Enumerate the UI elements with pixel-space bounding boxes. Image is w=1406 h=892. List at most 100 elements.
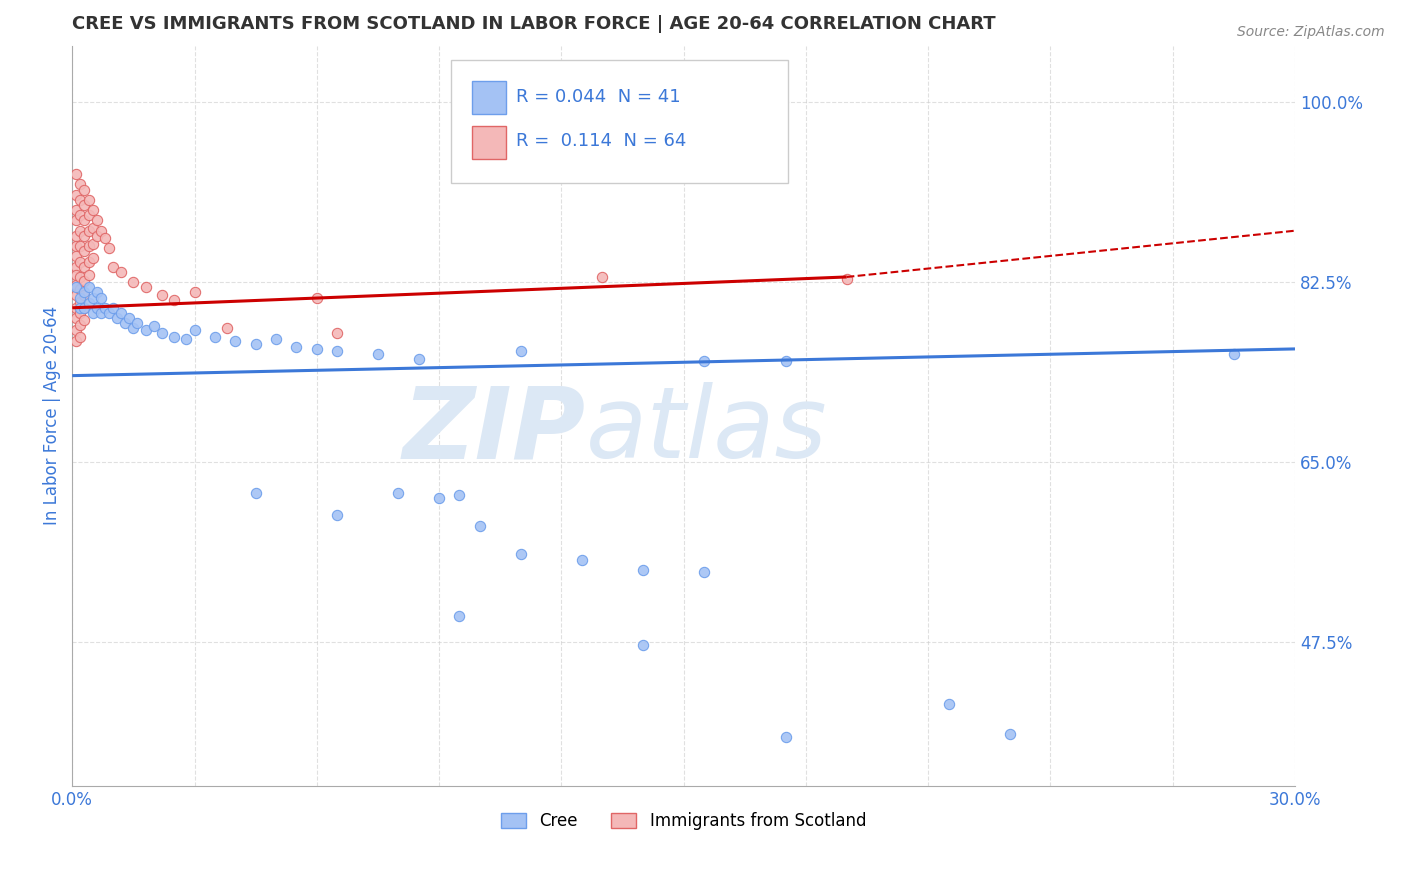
Point	[387, 485, 409, 500]
Point	[65, 278, 87, 293]
Point	[65, 301, 87, 315]
Text: R = 0.044  N = 41: R = 0.044 N = 41	[516, 87, 681, 106]
Point	[1223, 347, 1246, 361]
Text: Source: ZipAtlas.com: Source: ZipAtlas.com	[1237, 25, 1385, 39]
Point	[77, 224, 100, 238]
Point	[69, 329, 91, 343]
Point	[122, 275, 145, 289]
Point	[163, 329, 186, 343]
Point	[90, 224, 112, 238]
Point	[449, 609, 471, 624]
Point	[69, 239, 91, 253]
Point	[86, 228, 108, 243]
Point	[449, 488, 471, 502]
Point	[224, 334, 246, 348]
Point	[65, 187, 87, 202]
Point	[163, 293, 186, 307]
Point	[69, 318, 91, 333]
Point	[264, 332, 287, 346]
Point	[305, 291, 328, 305]
Point	[101, 260, 124, 274]
Point	[938, 697, 960, 711]
Text: ZIP: ZIP	[402, 382, 586, 479]
Point	[65, 280, 87, 294]
Y-axis label: In Labor Force | Age 20-64: In Labor Force | Age 20-64	[44, 306, 60, 525]
Point	[775, 731, 797, 745]
Point	[65, 239, 87, 253]
Point	[69, 291, 91, 305]
Point	[82, 291, 104, 305]
Point	[77, 268, 100, 282]
Point	[142, 319, 165, 334]
Point	[998, 727, 1021, 741]
Point	[631, 638, 654, 652]
Point	[97, 306, 120, 320]
Point	[65, 268, 87, 282]
Point	[65, 323, 87, 337]
Point	[73, 274, 96, 288]
Point	[217, 321, 239, 335]
Point	[73, 260, 96, 274]
Point	[82, 306, 104, 320]
Point	[69, 301, 91, 315]
Point	[114, 316, 136, 330]
Point	[73, 313, 96, 327]
Point	[135, 280, 157, 294]
Point	[69, 306, 91, 320]
Point	[775, 354, 797, 368]
Point	[176, 332, 198, 346]
Point	[82, 237, 104, 252]
Point	[693, 354, 716, 368]
Point	[65, 334, 87, 348]
Point	[408, 352, 430, 367]
Point	[509, 343, 531, 358]
Point	[118, 311, 141, 326]
Text: CREE VS IMMIGRANTS FROM SCOTLAND IN LABOR FORCE | AGE 20-64 CORRELATION CHART: CREE VS IMMIGRANTS FROM SCOTLAND IN LABO…	[72, 15, 995, 33]
Point	[82, 203, 104, 218]
Point	[65, 167, 87, 181]
Point	[73, 301, 96, 315]
Point	[73, 198, 96, 212]
Point	[77, 280, 100, 294]
Point	[69, 254, 91, 268]
Point	[150, 326, 173, 341]
Point	[86, 285, 108, 300]
Point	[101, 301, 124, 315]
Point	[73, 301, 96, 315]
Point	[77, 193, 100, 207]
Point	[427, 491, 450, 505]
Point	[245, 336, 267, 351]
Point	[73, 228, 96, 243]
Point	[73, 288, 96, 302]
Point	[835, 272, 858, 286]
Point	[65, 288, 87, 302]
Point	[571, 552, 593, 566]
Point	[285, 340, 308, 354]
Bar	[472, 126, 506, 159]
Point	[468, 518, 491, 533]
Point	[69, 269, 91, 284]
Legend: Cree, Immigrants from Scotland: Cree, Immigrants from Scotland	[495, 805, 873, 837]
Point	[77, 239, 100, 253]
Point	[631, 563, 654, 577]
Point	[245, 485, 267, 500]
Text: atlas: atlas	[586, 382, 827, 479]
Point	[82, 252, 104, 266]
Point	[591, 269, 613, 284]
Point	[69, 208, 91, 222]
Point	[90, 291, 112, 305]
Point	[90, 306, 112, 320]
Point	[69, 224, 91, 238]
Point	[65, 203, 87, 218]
Point	[94, 301, 117, 315]
Point	[65, 249, 87, 263]
Point	[183, 323, 205, 337]
Point	[150, 288, 173, 302]
Point	[110, 306, 132, 320]
Point	[73, 244, 96, 259]
Point	[69, 294, 91, 309]
Point	[305, 342, 328, 356]
Point	[77, 295, 100, 310]
Point	[86, 301, 108, 315]
Point	[65, 213, 87, 227]
